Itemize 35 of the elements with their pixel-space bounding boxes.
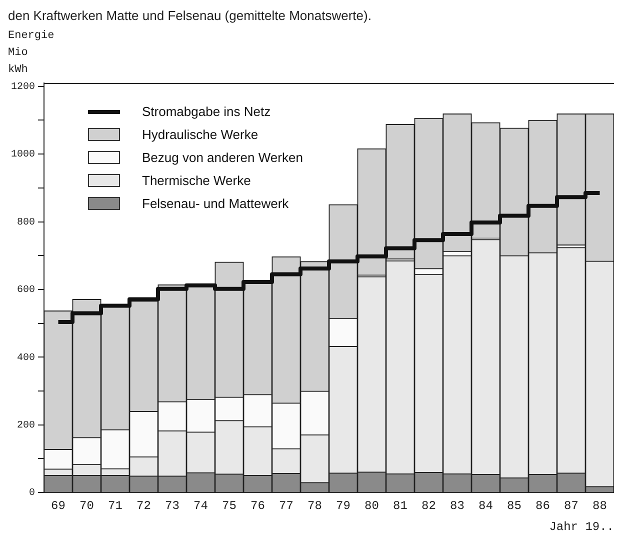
- x-tick-label: 74: [194, 498, 208, 513]
- x-tick-label: 70: [80, 498, 94, 513]
- x-tick-label: 76: [250, 498, 265, 513]
- x-tick-label: 72: [136, 498, 151, 513]
- legend-label: Hydraulische Werke: [142, 127, 258, 142]
- x-tick-label: 81: [393, 498, 408, 513]
- y-axis-title: Energie Mio kWh: [8, 29, 54, 78]
- x-tick-label: 88: [592, 498, 607, 513]
- x-tick-label: 82: [422, 498, 436, 513]
- y-tick-label: 1200: [10, 82, 36, 94]
- x-tick-label: 75: [222, 498, 236, 513]
- x-tick-label: 78: [308, 498, 322, 513]
- chart-title: den Kraftwerken Matte und Felsenau (gemittelte Monatswerte).: [8, 8, 372, 25]
- y-tick-label: 200: [16, 420, 36, 432]
- x-tick-label: 69: [51, 498, 66, 513]
- x-tick-label: 87: [564, 498, 578, 513]
- x-tick-label: 77: [279, 498, 294, 513]
- x-tick-label: 83: [450, 498, 464, 513]
- x-tick-label: 85: [507, 498, 522, 513]
- legend-label: Felsenau- und Mattewerk: [142, 196, 289, 211]
- y-tick-label: 1000: [10, 150, 36, 161]
- y-tick-label: 400: [16, 352, 36, 364]
- x-tick-label: 73: [165, 498, 180, 513]
- y-tick-label: 0: [28, 488, 36, 500]
- y-tick-label: 800: [16, 217, 36, 228]
- x-tick-label: 84: [478, 498, 493, 513]
- legend-label: Thermische Werke: [142, 173, 251, 188]
- y-tick-label: 600: [16, 285, 36, 296]
- x-axis-title: Jahr 19..: [549, 520, 614, 534]
- legend-label: Stromabgabe ins Netz: [142, 104, 271, 119]
- x-tick-label: 71: [108, 498, 122, 513]
- legend-label: Bezug von anderen Werken: [142, 150, 303, 165]
- x-tick-label: 86: [536, 498, 550, 513]
- x-tick-label: 80: [364, 498, 379, 513]
- x-tick-label: 79: [336, 498, 350, 513]
